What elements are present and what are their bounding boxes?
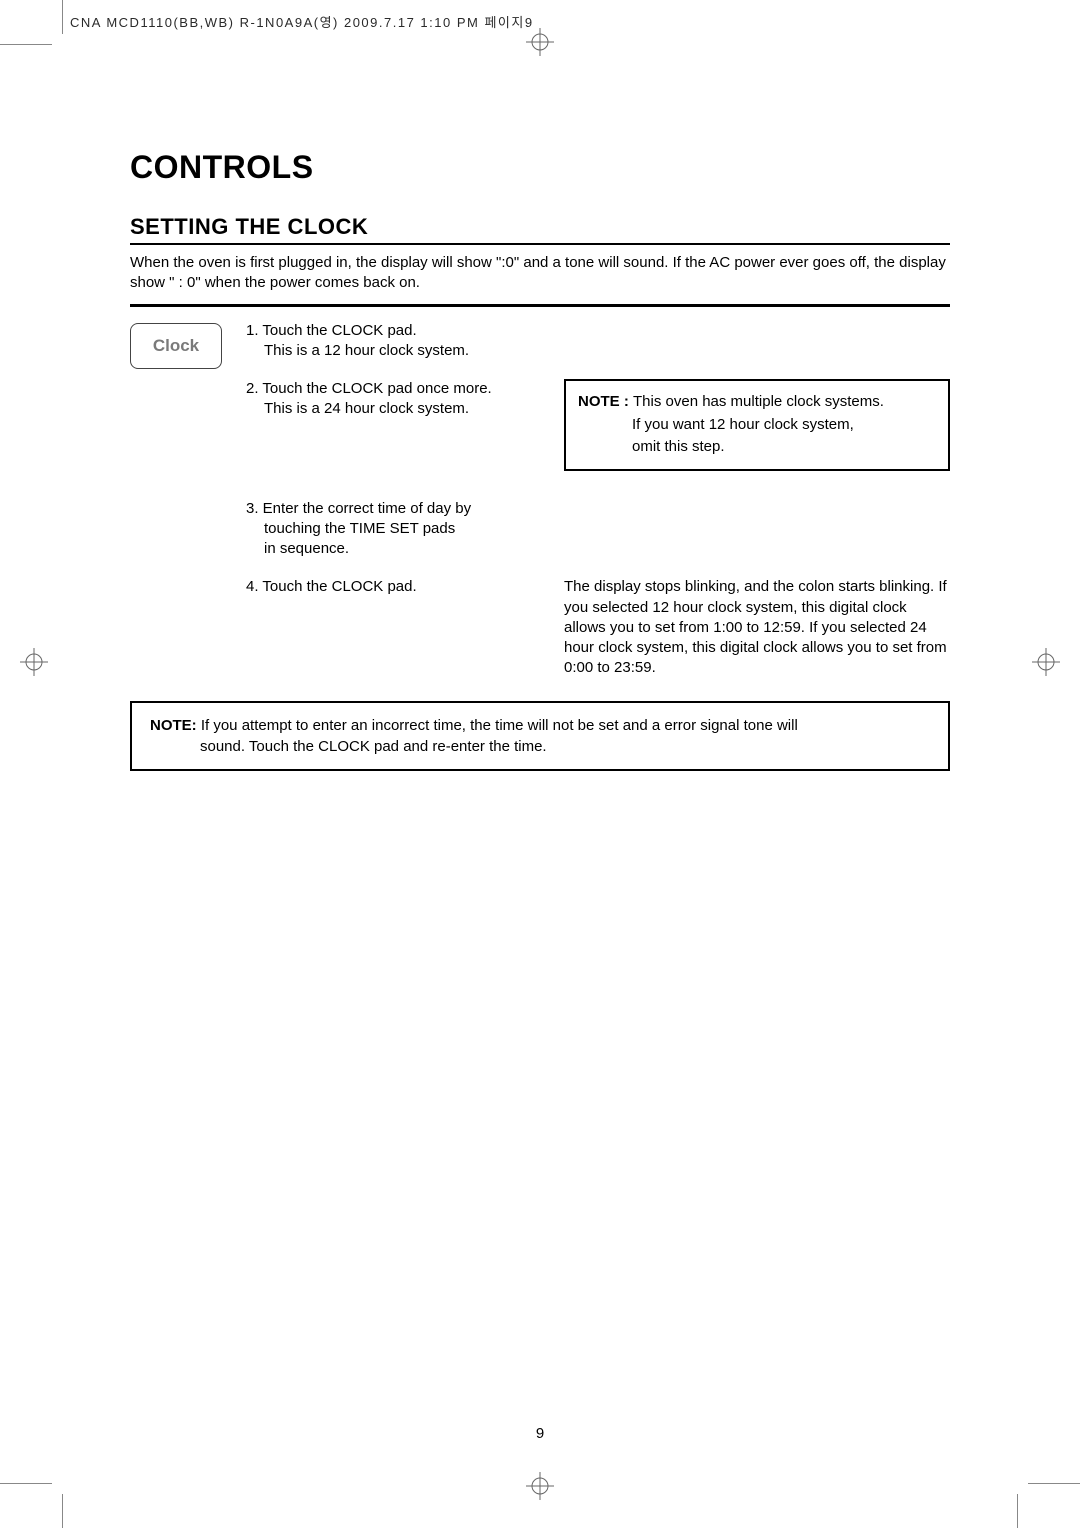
step-3: 3. Enter the correct time of day by touc… bbox=[246, 499, 950, 560]
registration-mark-icon bbox=[20, 648, 48, 676]
page-number: 9 bbox=[62, 1425, 1018, 1442]
step-text: This is a 24 hour clock system. bbox=[246, 400, 469, 417]
note-text: If you want 12 hour clock system, bbox=[578, 414, 936, 437]
print-header: CNA MCD1110(BB,WB) R-1N0A9A(영) 2009.7.17… bbox=[70, 12, 534, 31]
content-area: CONTROLS SETTING THE CLOCK When the oven… bbox=[130, 149, 950, 771]
note-text: If you attempt to enter an incorrect tim… bbox=[197, 717, 798, 734]
intro-text: When the oven is first plugged in, the d… bbox=[130, 253, 950, 294]
section-heading: SETTING THE CLOCK bbox=[130, 214, 950, 245]
note-label: NOTE: bbox=[150, 717, 197, 734]
note-label: NOTE : bbox=[578, 393, 633, 410]
step-4: 4. Touch the CLOCK pad. The display stop… bbox=[246, 577, 950, 678]
steps-column: 1. Touch the CLOCK pad. This is a 12 hou… bbox=[246, 321, 950, 679]
note-text: This oven has multiple clock systems. bbox=[633, 393, 884, 410]
note-box: NOTE : This oven has multiple clock syst… bbox=[564, 379, 950, 471]
clock-section: Clock 1. Touch the CLOCK pad. This is a … bbox=[130, 321, 950, 679]
step-2: 2. Touch the CLOCK pad once more. This i… bbox=[246, 379, 950, 471]
note-box-bottom: NOTE: If you attempt to enter an incorre… bbox=[130, 701, 950, 771]
page-frame: CNA MCD1110(BB,WB) R-1N0A9A(영) 2009.7.17… bbox=[62, 44, 1018, 1484]
step-text: 1. Touch the CLOCK pad. bbox=[246, 322, 417, 339]
clock-pad-graphic: Clock bbox=[130, 323, 222, 369]
step-text: in sequence. bbox=[246, 540, 349, 557]
step-text: 2. Touch the CLOCK pad once more. bbox=[246, 380, 492, 397]
note-text: omit this step. bbox=[578, 436, 936, 459]
step-text: 4. Touch the CLOCK pad. bbox=[246, 578, 417, 595]
step-text: 3. Enter the correct time of day by bbox=[246, 500, 471, 517]
step-text: This is a 12 hour clock system. bbox=[246, 342, 469, 359]
step-text: touching the TIME SET pads bbox=[246, 520, 455, 537]
registration-mark-icon bbox=[1032, 648, 1060, 676]
note-text: sound. Touch the CLOCK pad and re-enter … bbox=[150, 736, 930, 757]
step-1: 1. Touch the CLOCK pad. This is a 12 hou… bbox=[246, 321, 950, 362]
divider bbox=[130, 304, 950, 307]
page-title: CONTROLS bbox=[130, 149, 950, 186]
step-result-text: The display stops blinking, and the colo… bbox=[564, 577, 950, 678]
